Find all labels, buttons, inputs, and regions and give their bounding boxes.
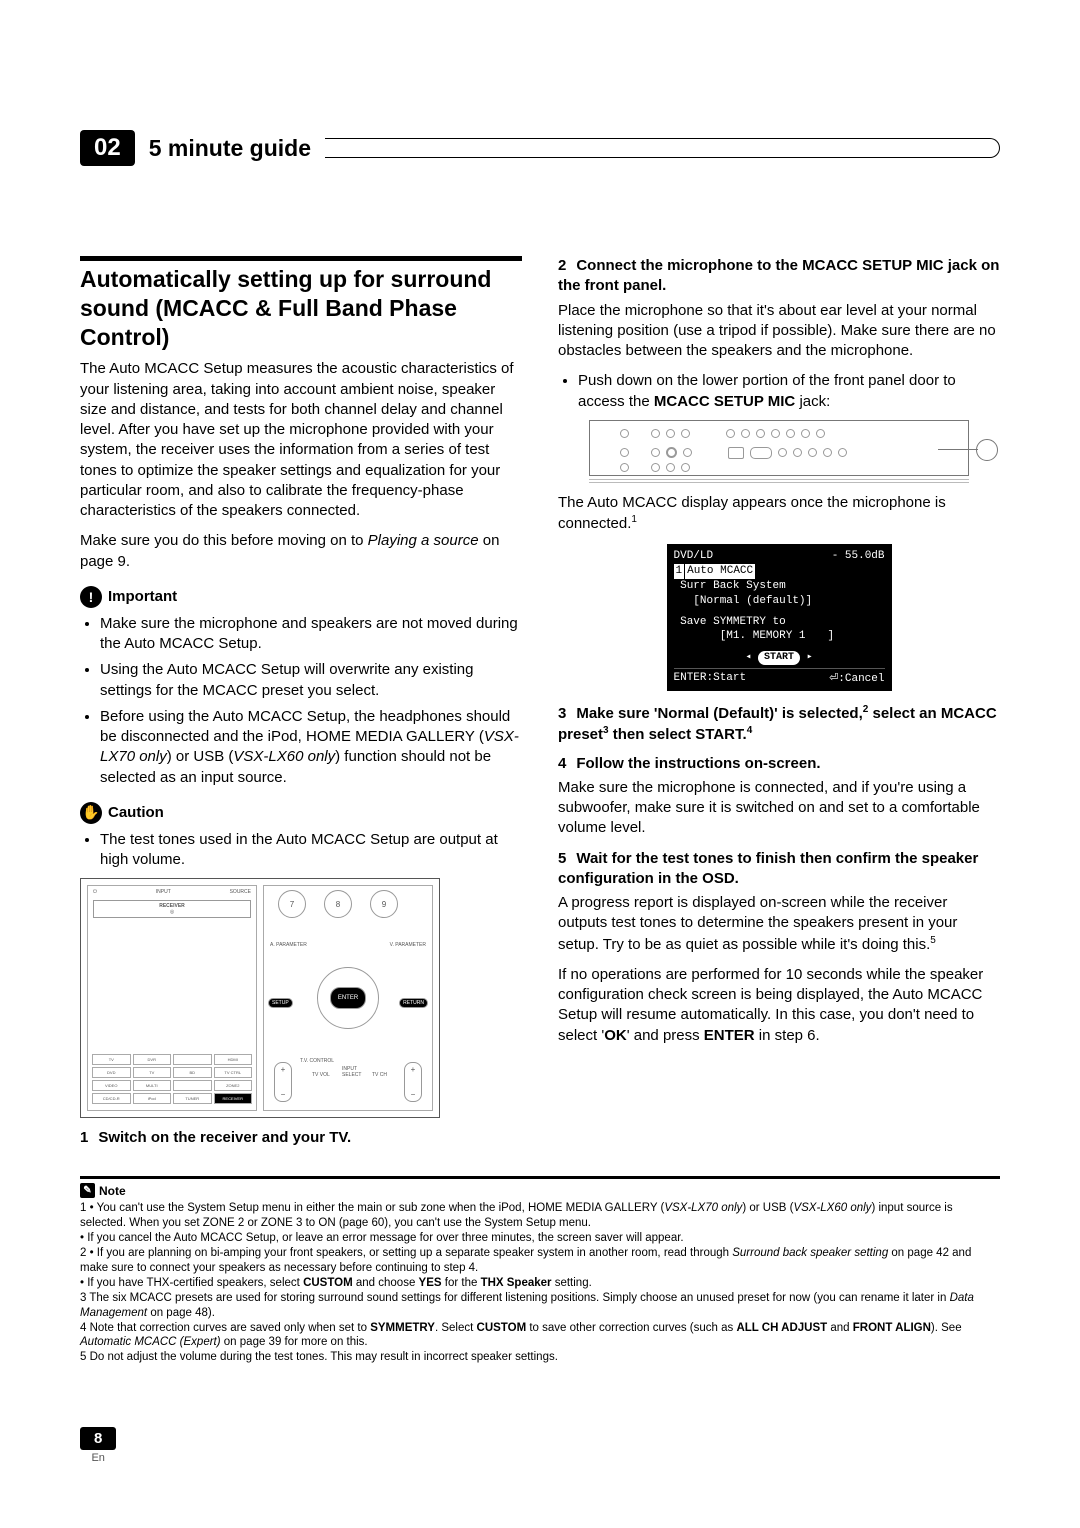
front-panel-diagram [589,420,969,483]
pad: +− [404,1062,422,1102]
right-column: 2Connect the microphone to the MCACC SET… [558,256,1000,1153]
osd-text: 1 [674,564,685,579]
step-text: Switch on the receiver and your TV. [98,1129,351,1146]
list-item: Before using the Auto MCACC Setup, the h… [100,707,522,788]
list-item: Using the Auto MCACC Setup will overwrit… [100,660,522,701]
text: then select START. [609,726,747,743]
section-heading: Automatically setting up for surround so… [80,265,522,351]
step-1: 1 Switch on the receiver and your TV. [80,1128,522,1148]
osd-start-button: START [758,651,800,665]
page-number: 8 En [80,1427,116,1464]
page-number-value: 8 [80,1427,116,1450]
text: ' and press [627,1027,704,1044]
setup-button: SETUP [268,998,293,1008]
important-label: Important [108,588,177,605]
chapter-header: 02 5 minute guide [80,130,1000,166]
body-text: The Auto MCACC display appears once the … [558,493,1000,535]
text: A progress report is displayed on-screen… [558,894,957,953]
text-bold: OK [604,1027,627,1044]
important-list: Make sure the microphone and speakers ar… [80,614,522,788]
osd-text: [M1. MEMORY 1 [674,630,806,642]
body-text: Make sure the microphone is connected, a… [558,778,1000,839]
dial-7: 7 [278,890,306,918]
chapter-number-badge: 02 [80,130,135,166]
step-number: 3 [558,705,566,722]
step-number: 4 [558,755,566,772]
return-button: RETURN [399,998,428,1008]
osd-text: [Normal (default)] [674,594,885,609]
intro-paragraph: The Auto MCACC Setup measures the acoust… [80,359,522,521]
mic-jack-icon [976,439,998,461]
step-text: Connect the microphone to the MCACC SETU… [558,257,999,294]
body-text: A progress report is displayed on-screen… [558,893,1000,955]
caution-icon: ✋ [80,802,102,824]
text-italic: Playing a source [368,532,479,549]
text: in step 6. [755,1027,820,1044]
osd-text: :Cancel [838,673,884,685]
text: Make sure 'Normal (Default)' is selected… [576,705,862,722]
remote-left-panel: ⏻INPUTSOURCE RECEIVER◎ TVDVRHDMI DVDTVBD… [87,885,257,1111]
list-item: Push down on the lower portion of the fr… [578,371,1000,412]
body-text: Place the microphone so that it's about … [558,301,1000,362]
step-3: 3 Make sure 'Normal (Default)' is selecte… [558,703,1000,746]
important-icon: ! [80,586,102,608]
important-callout: ! Important [80,586,522,608]
osd-text: Auto MCACC [685,564,755,579]
step-number: 5 [558,850,566,867]
step-2: 2Connect the microphone to the MCACC SET… [558,256,1000,297]
caution-callout: ✋ Caution [80,802,522,824]
enter-button: ENTER [330,987,366,1009]
note-label: Note [99,1184,126,1198]
remote-diagram: ⏻INPUTSOURCE RECEIVER◎ TVDVRHDMI DVDTVBD… [80,878,440,1118]
bullet-list: Push down on the lower portion of the fr… [558,371,1000,412]
list-item: The test tones used in the Auto MCACC Se… [100,830,522,871]
osd-text: - 55.0dB [832,549,885,564]
dial-8: 8 [324,890,352,918]
text: Make sure you do this before moving on t… [80,532,368,549]
osd-display: DVD/LD - 55.0dB 1Auto MCACC Surr Back Sys… [667,544,892,691]
text-bold: MCACC SETUP MIC [654,393,795,410]
footnotes: ✎ Note 1 • You can't use the System Setu… [80,1176,1000,1365]
left-column: Automatically setting up for surround so… [80,256,522,1153]
step-4: 4 Follow the instructions on-screen. [558,754,1000,774]
intro-paragraph-2: Make sure you do this before moving on t… [80,531,522,572]
osd-text: Surr Back System [674,579,885,594]
osd-text: ] [828,630,835,642]
enter-ring: ENTER [317,967,379,1029]
receiver-label: RECEIVER [159,903,185,909]
text: The Auto MCACC display appears once the … [558,494,946,532]
osd-text: DVD/LD [674,550,714,562]
page-language: En [80,1452,116,1464]
step-text: Follow the instructions on-screen. [576,755,820,772]
list-item: Make sure the microphone and speakers ar… [100,614,522,655]
note-text: 1 • You can't use the System Setup menu … [80,1201,1000,1365]
remote-right-panel: 7 8 9 A. PARAMETER V. PARAMETER ENTER SE… [263,885,433,1111]
chapter-rule [325,138,1000,158]
text: jack: [795,393,830,410]
pad: +− [274,1062,292,1102]
text-bold: ENTER [704,1027,755,1044]
chapter-title: 5 minute guide [149,135,311,162]
caution-label: Caution [108,804,164,821]
caution-list: The test tones used in the Auto MCACC Se… [80,830,522,871]
step-5: 5Wait for the test tones to finish then … [558,849,1000,890]
osd-text: Save SYMMETRY to [674,615,885,630]
section-rule [80,256,522,261]
note-icon: ✎ [80,1183,95,1198]
step-number: 1 [80,1129,88,1146]
dial-9: 9 [370,890,398,918]
step-number: 2 [558,257,566,274]
step-text: Wait for the test tones to finish then c… [558,850,978,887]
osd-text: ENTER:Start [674,672,747,684]
body-text: If no operations are performed for 10 se… [558,965,1000,1046]
